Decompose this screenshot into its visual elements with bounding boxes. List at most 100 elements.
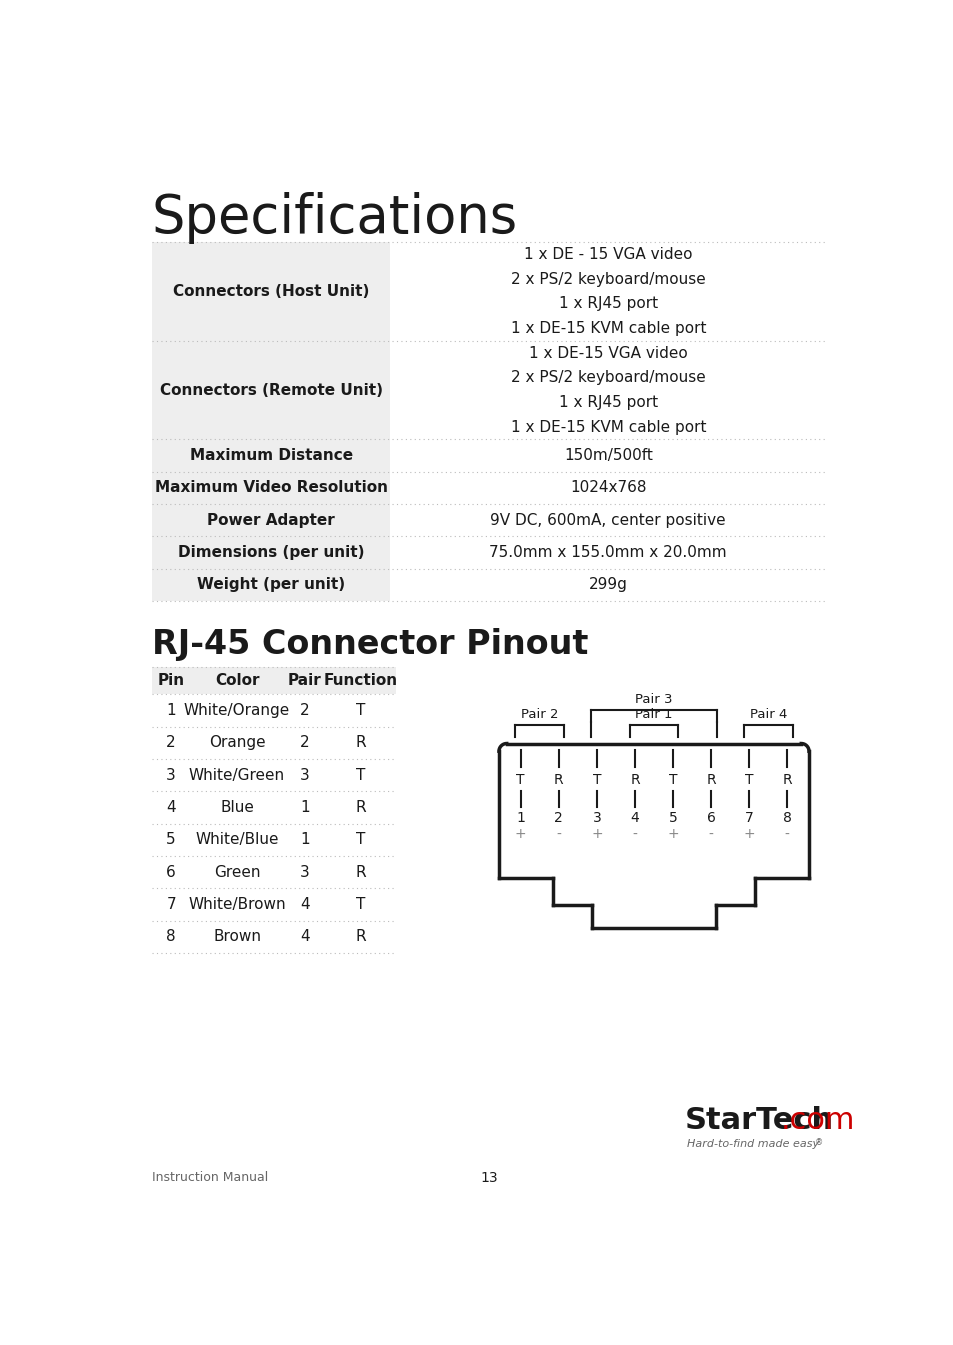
Text: -: - — [556, 827, 560, 842]
Text: 6: 6 — [166, 865, 176, 880]
Bar — [152, 569, 390, 601]
Bar — [152, 472, 390, 504]
Text: Brown: Brown — [213, 929, 261, 944]
Text: -: - — [632, 827, 637, 842]
Text: 8: 8 — [782, 811, 791, 826]
Text: 9V DC, 600mA, center positive: 9V DC, 600mA, center positive — [490, 512, 725, 527]
Text: +: + — [591, 827, 602, 842]
Text: 2: 2 — [300, 703, 310, 718]
Text: 75.0mm x 155.0mm x 20.0mm: 75.0mm x 155.0mm x 20.0mm — [489, 545, 726, 560]
Text: 1: 1 — [166, 703, 175, 718]
Text: R: R — [355, 865, 366, 880]
Text: 2: 2 — [300, 736, 310, 751]
Text: 1 x RJ45 port: 1 x RJ45 port — [558, 395, 658, 410]
Bar — [152, 340, 390, 440]
Text: Green: Green — [213, 865, 260, 880]
Text: 299g: 299g — [588, 577, 627, 592]
Text: 3: 3 — [299, 768, 310, 783]
Text: Pair 3: Pair 3 — [635, 693, 672, 706]
Text: 8: 8 — [166, 929, 175, 944]
Text: White/Blue: White/Blue — [195, 833, 278, 847]
Text: +: + — [666, 827, 679, 842]
Text: 2 x PS/2 keyboard/mouse: 2 x PS/2 keyboard/mouse — [511, 272, 705, 286]
Text: 5: 5 — [166, 833, 175, 847]
Text: 6: 6 — [706, 811, 715, 826]
Text: -: - — [708, 827, 713, 842]
Text: 2 x PS/2 keyboard/mouse: 2 x PS/2 keyboard/mouse — [511, 370, 705, 385]
Text: R: R — [355, 929, 366, 944]
Text: 1 x DE - 15 VGA video: 1 x DE - 15 VGA video — [523, 247, 692, 262]
Text: -: - — [784, 827, 789, 842]
Text: Power Adapter: Power Adapter — [207, 512, 335, 527]
Bar — [152, 440, 390, 472]
Text: RJ-45 Connector Pinout: RJ-45 Connector Pinout — [152, 628, 588, 660]
Text: T: T — [668, 773, 677, 787]
Bar — [152, 667, 395, 694]
Text: ®: ® — [815, 1138, 822, 1147]
Text: Weight (per unit): Weight (per unit) — [197, 577, 345, 592]
Text: 5: 5 — [668, 811, 677, 826]
Text: Instruction Manual: Instruction Manual — [152, 1171, 268, 1185]
Text: Blue: Blue — [220, 800, 253, 815]
Text: Pair: Pair — [288, 672, 321, 687]
Text: .com: .com — [781, 1107, 855, 1135]
Text: White/Green: White/Green — [189, 768, 285, 783]
Text: 3: 3 — [166, 768, 176, 783]
Text: T: T — [356, 897, 365, 912]
Text: Pair 1: Pair 1 — [635, 709, 672, 721]
Text: Maximum Distance: Maximum Distance — [190, 448, 353, 463]
Text: T: T — [356, 833, 365, 847]
Text: 1 x RJ45 port: 1 x RJ45 port — [558, 296, 658, 311]
Text: R: R — [355, 736, 366, 751]
Text: Pair 2: Pair 2 — [520, 709, 558, 721]
Bar — [152, 504, 390, 537]
Text: 1024x768: 1024x768 — [570, 480, 646, 495]
Text: R: R — [781, 773, 791, 787]
Text: 4: 4 — [630, 811, 639, 826]
Text: Pin: Pin — [157, 672, 185, 687]
Text: R: R — [355, 800, 366, 815]
Text: Connectors (Host Unit): Connectors (Host Unit) — [172, 284, 369, 299]
Text: Orange: Orange — [209, 736, 265, 751]
Text: Function: Function — [324, 672, 397, 687]
Text: Maximum Video Resolution: Maximum Video Resolution — [154, 480, 387, 495]
Text: R: R — [554, 773, 563, 787]
Text: 1: 1 — [300, 800, 310, 815]
Text: R: R — [705, 773, 715, 787]
Text: 1 x DE-15 VGA video: 1 x DE-15 VGA video — [528, 346, 687, 360]
Text: T: T — [356, 768, 365, 783]
Text: +: + — [742, 827, 754, 842]
Text: T: T — [516, 773, 524, 787]
Text: R: R — [630, 773, 639, 787]
Text: 7: 7 — [166, 897, 175, 912]
Text: 3: 3 — [299, 865, 310, 880]
Text: 4: 4 — [300, 897, 310, 912]
Text: T: T — [356, 703, 365, 718]
Text: 1: 1 — [300, 833, 310, 847]
Text: White/Orange: White/Orange — [184, 703, 290, 718]
Text: 150m/500ft: 150m/500ft — [563, 448, 652, 463]
Text: Pair 4: Pair 4 — [749, 709, 786, 721]
Text: White/Brown: White/Brown — [188, 897, 286, 912]
Text: 4: 4 — [300, 929, 310, 944]
Text: 3: 3 — [592, 811, 600, 826]
Text: T: T — [592, 773, 600, 787]
Text: Color: Color — [214, 672, 259, 687]
Bar — [152, 242, 390, 340]
Text: 2: 2 — [166, 736, 175, 751]
Text: 1: 1 — [516, 811, 524, 826]
Text: 7: 7 — [744, 811, 753, 826]
Bar — [152, 537, 390, 569]
Text: Connectors (Remote Unit): Connectors (Remote Unit) — [159, 382, 382, 398]
Text: StarTech: StarTech — [684, 1107, 833, 1135]
Text: +: + — [515, 827, 526, 842]
Text: Dimensions (per unit): Dimensions (per unit) — [177, 545, 364, 560]
Text: 2: 2 — [554, 811, 562, 826]
Text: 1 x DE-15 KVM cable port: 1 x DE-15 KVM cable port — [510, 321, 705, 336]
Text: T: T — [744, 773, 753, 787]
Text: 13: 13 — [479, 1170, 497, 1185]
Text: 1 x DE-15 KVM cable port: 1 x DE-15 KVM cable port — [510, 420, 705, 434]
Text: Hard-to-find made easy: Hard-to-find made easy — [686, 1138, 818, 1149]
Text: Specifications: Specifications — [152, 192, 517, 245]
Text: 4: 4 — [166, 800, 175, 815]
